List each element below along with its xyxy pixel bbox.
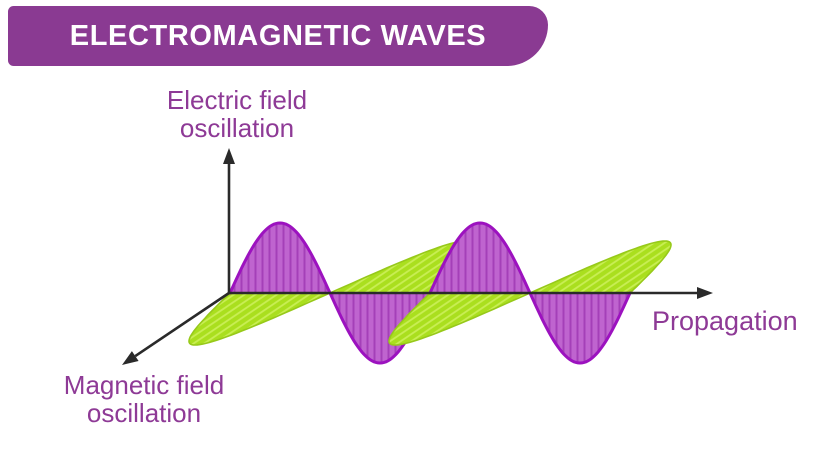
electric-field-label: Electric field oscillation <box>132 86 342 142</box>
electric-field-label-line1: Electric field <box>166 85 308 115</box>
banner-title: ELECTROMAGNETIC WAVES <box>69 19 487 52</box>
propagation-axis-arrowhead <box>697 287 713 299</box>
magnetic-axis-arrowhead <box>122 351 139 365</box>
title-banner: ELECTROMAGNETIC WAVES <box>8 6 548 66</box>
magnetic-field-wave-far <box>530 241 671 293</box>
electric-field-label-line2: oscillation <box>179 113 295 143</box>
magnetic-field-wave-far-outline <box>529 240 672 294</box>
propagation-label: Propagation <box>652 306 798 336</box>
magnetic-field-wave-mid <box>389 293 530 345</box>
magnetic-field-wave-mid-outline <box>388 292 531 346</box>
magnetic-field-label-line1: Magnetic field <box>63 370 225 400</box>
electric-axis-arrowhead <box>223 148 235 164</box>
magnetic-field-label: Magnetic field oscillation <box>38 371 250 427</box>
diagonal-axis <box>134 291 230 358</box>
magnetic-field-label-line2: oscillation <box>86 398 202 428</box>
